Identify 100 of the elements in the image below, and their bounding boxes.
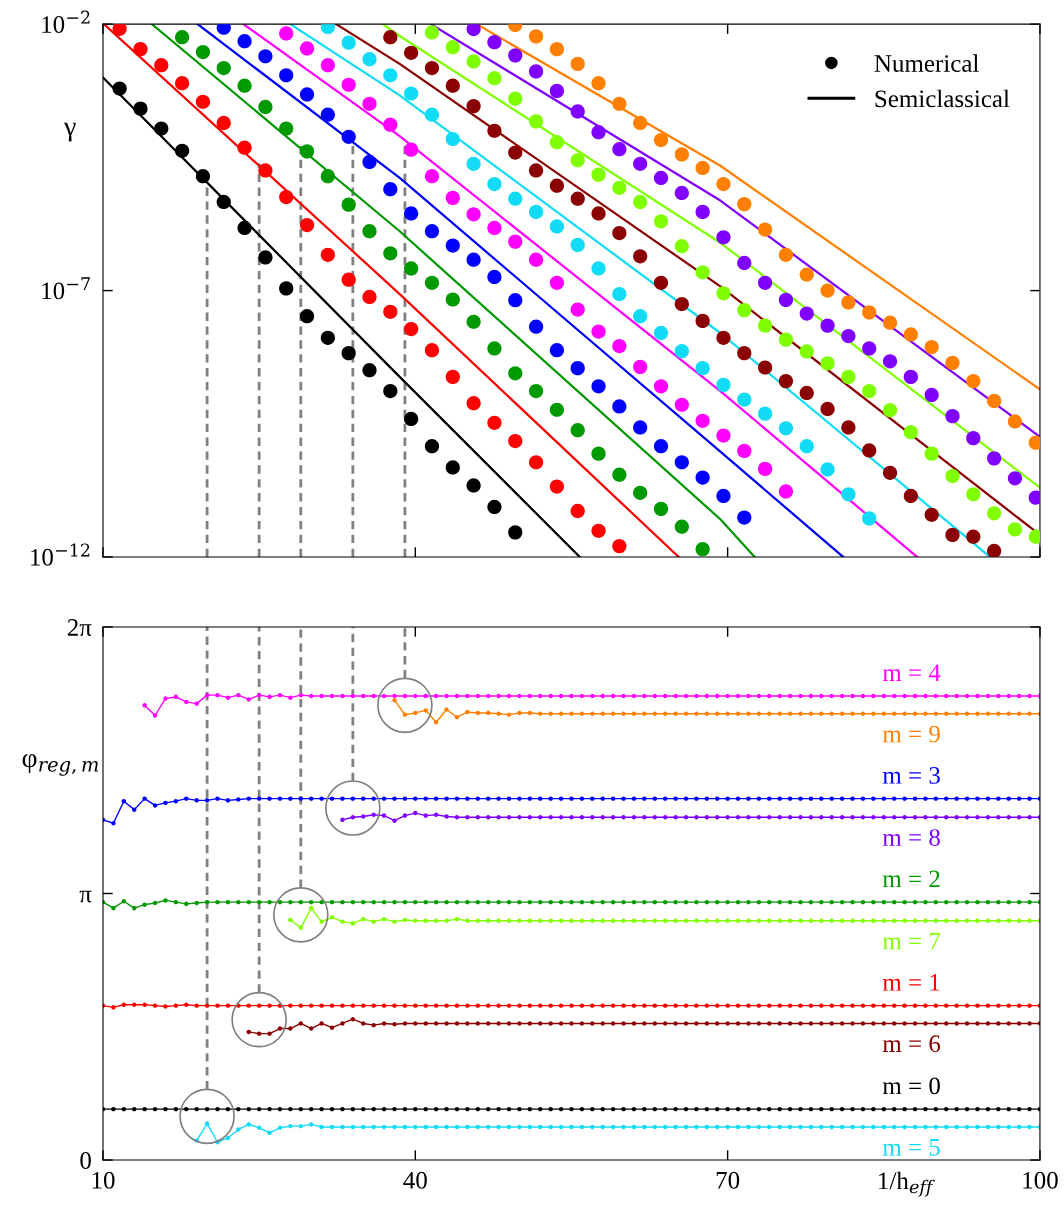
point [528, 252, 544, 267]
point [404, 86, 419, 101]
point [799, 267, 814, 282]
line-series [381, 24, 1040, 489]
point [653, 325, 669, 341]
point [716, 286, 731, 301]
point [112, 81, 127, 96]
point [383, 68, 398, 83]
point [466, 24, 481, 37]
point [112, 24, 127, 36]
line-series [150, 24, 756, 557]
point [404, 411, 419, 427]
point [570, 423, 585, 438]
point [945, 409, 960, 424]
point [424, 169, 440, 184]
point [424, 60, 440, 76]
point [633, 115, 648, 131]
y-tick-label: 0 [80, 1152, 91, 1169]
point [341, 346, 356, 361]
series-label: m = 2 [882, 870, 940, 888]
point [466, 207, 481, 222]
point [695, 470, 710, 485]
point [320, 107, 335, 122]
point [695, 160, 710, 176]
point [508, 234, 523, 249]
point [487, 35, 502, 50]
series-label: m = 9 [882, 725, 940, 743]
point [987, 543, 1002, 557]
point [508, 48, 523, 63]
point [903, 425, 918, 440]
point [383, 182, 398, 197]
point [758, 461, 773, 477]
point [633, 194, 648, 210]
point [508, 145, 523, 160]
point [633, 156, 648, 171]
point [466, 396, 481, 411]
point [924, 446, 939, 461]
point [549, 178, 565, 193]
point [279, 189, 294, 205]
point [674, 147, 689, 162]
point [862, 511, 877, 526]
point [653, 170, 669, 186]
point [799, 385, 814, 401]
point [175, 76, 190, 91]
point [424, 275, 440, 290]
point [633, 420, 648, 435]
point [549, 42, 565, 57]
point [445, 78, 460, 93]
series-label: m = 3 [882, 767, 940, 784]
point [841, 487, 856, 502]
series-label: m = 6 [882, 1035, 941, 1053]
point [195, 169, 211, 184]
point [987, 451, 1002, 466]
point [320, 58, 335, 73]
point [633, 249, 648, 264]
point [903, 327, 918, 342]
point [487, 220, 502, 236]
point [487, 269, 502, 285]
point [695, 265, 710, 280]
point [633, 485, 648, 500]
point [216, 115, 231, 131]
point [466, 478, 481, 493]
y-tick-label: 10$^{−2}$ [42, 10, 90, 33]
point [362, 363, 377, 378]
point [591, 261, 606, 276]
point [424, 224, 440, 239]
point [424, 439, 440, 454]
series-label: m = 0 [882, 1077, 940, 1095]
point [299, 41, 315, 56]
point [862, 341, 877, 356]
legend-label: Numerical [874, 54, 979, 72]
point [987, 393, 1002, 409]
line-series [196, 24, 845, 557]
point [591, 125, 606, 140]
point [695, 204, 710, 219]
point [570, 503, 585, 519]
point [820, 401, 835, 417]
point [841, 328, 856, 344]
point [279, 121, 294, 136]
point [653, 501, 669, 516]
point [320, 247, 335, 262]
point [258, 163, 273, 178]
point [882, 354, 898, 369]
point [570, 191, 585, 206]
point [674, 455, 689, 470]
point [549, 479, 565, 494]
point [612, 286, 627, 302]
point [528, 455, 544, 470]
point [612, 399, 627, 414]
point [820, 356, 835, 371]
y-tick-label: 10$^{−7}$ [42, 277, 90, 300]
point [758, 360, 773, 375]
y-tick-label: π [79, 890, 92, 903]
point [799, 439, 814, 454]
point [653, 379, 669, 394]
point [716, 488, 731, 504]
x-tick-label: 100 [1023, 1171, 1058, 1189]
point [487, 176, 502, 192]
point [549, 402, 565, 417]
point [570, 104, 585, 119]
